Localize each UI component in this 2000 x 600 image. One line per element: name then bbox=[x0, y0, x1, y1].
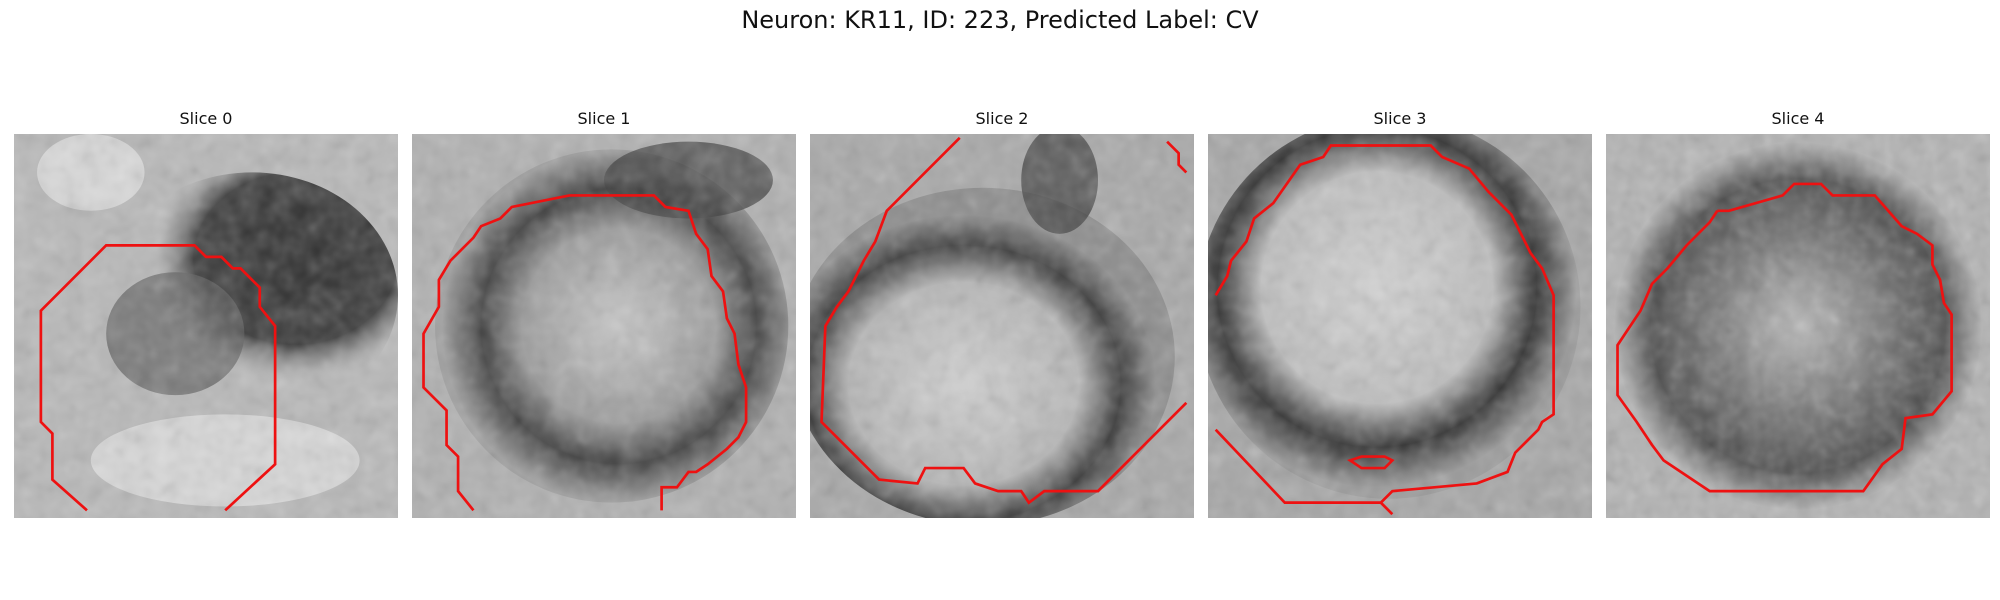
slice-panel-1: Slice 1 bbox=[412, 108, 796, 518]
slice-4-title: Slice 4 bbox=[1771, 109, 1825, 128]
slice-4-contour bbox=[1616, 182, 1953, 493]
slice-3-image bbox=[1208, 134, 1592, 518]
slice-2-image bbox=[810, 134, 1194, 518]
slice-2-contour-corner bbox=[1166, 140, 1188, 174]
slice-panel-3: Slice 3 bbox=[1208, 108, 1592, 518]
figure-title: Neuron: KR11, ID: 223, Predicted Label: … bbox=[741, 6, 1259, 34]
slice-panel-2: Slice 2 bbox=[810, 108, 1194, 518]
slice-panel-4: Slice 4 bbox=[1606, 108, 1990, 518]
slice-2-title: Slice 2 bbox=[975, 109, 1029, 128]
slice-0-image bbox=[14, 134, 398, 518]
slice-3-title: Slice 3 bbox=[1373, 109, 1427, 128]
slice-1-image bbox=[412, 134, 796, 518]
slice-0-title: Slice 0 bbox=[179, 109, 233, 128]
slice-3-contour bbox=[1214, 144, 1555, 516]
slice-2-contour bbox=[820, 136, 1188, 505]
slice-1-contour bbox=[422, 194, 748, 512]
slice-1-title: Slice 1 bbox=[577, 109, 631, 128]
slice-3-contour-small bbox=[1347, 455, 1395, 470]
slice-0-contour bbox=[39, 244, 277, 512]
slice-4-image bbox=[1606, 134, 1990, 518]
slice-panel-0: Slice 0 bbox=[14, 108, 398, 518]
